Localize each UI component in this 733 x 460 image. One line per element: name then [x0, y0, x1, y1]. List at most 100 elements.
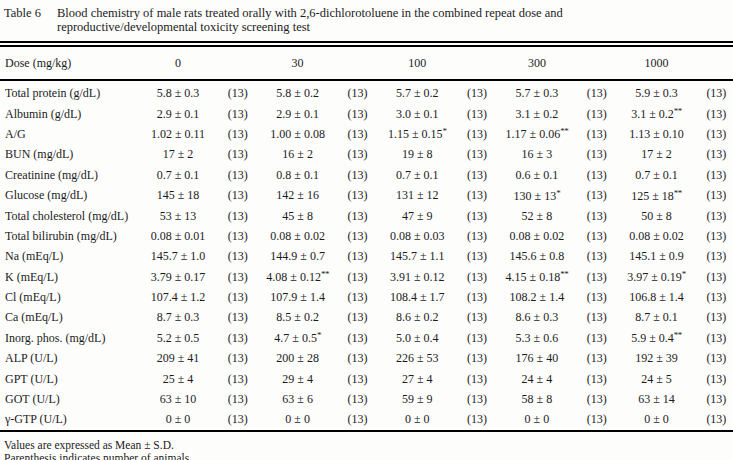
cell-mean-sd: 59 ± 9 [374, 389, 460, 409]
cell-animal-count: (13) [580, 409, 613, 429]
cell-animal-count: (13) [700, 165, 733, 185]
cell-mean-sd: 1.02 ± 0.11 [135, 124, 221, 144]
cell-mean-sd: 47 ± 9 [374, 205, 460, 225]
cell-animal-count: (13) [460, 80, 493, 103]
table-row: Na (mEq/L)145.7 ± 1.0(13)144.9 ± 0.7(13)… [0, 246, 733, 266]
cell-mean-sd: 3.79 ± 0.17 [135, 267, 221, 287]
cell-mean-sd: 5.9 ± 0.4** [613, 328, 699, 348]
cell-animal-count: (13) [341, 205, 374, 225]
cell-animal-count: (13) [700, 226, 733, 246]
cell-animal-count: (13) [580, 144, 613, 164]
row-label: Inorg. phos. (mg/dL) [0, 328, 135, 348]
significance-mark: * [443, 126, 447, 136]
cell-animal-count: (13) [580, 348, 613, 368]
cell-mean-sd: 5.7 ± 0.2 [374, 80, 460, 103]
cell-mean-sd: 8.7 ± 0.3 [135, 307, 221, 327]
cell-animal-count: (13) [221, 124, 254, 144]
cell-mean-sd: 58 ± 8 [494, 389, 580, 409]
cell-animal-count: (13) [460, 124, 493, 144]
cell-animal-count: (13) [700, 389, 733, 409]
cell-animal-count: (13) [341, 185, 374, 205]
cell-animal-count: (13) [580, 287, 613, 307]
caption-line2: reproductive/developmental toxicity scre… [57, 20, 310, 34]
cell-mean-sd: 16 ± 3 [494, 144, 580, 164]
cell-mean-sd: 0.7 ± 0.1 [613, 165, 699, 185]
table-caption: Table 6 Blood chemistry of male rats tre… [0, 6, 733, 34]
cell-animal-count: (13) [221, 80, 254, 103]
row-label: Creatinine (mg/dL) [0, 165, 135, 185]
row-label: Ca (mEq/L) [0, 307, 135, 327]
row-label: BUN (mg/dL) [0, 144, 135, 164]
cell-animal-count: (13) [341, 348, 374, 368]
cell-animal-count: (13) [460, 144, 493, 164]
cell-animal-count: (13) [460, 267, 493, 287]
cell-animal-count: (13) [580, 185, 613, 205]
cell-mean-sd: 3.1 ± 0.2 [494, 103, 580, 123]
cell-animal-count: (13) [221, 409, 254, 429]
cell-mean-sd: 176 ± 40 [494, 348, 580, 368]
cell-animal-count: (13) [341, 389, 374, 409]
cell-mean-sd: 142 ± 16 [254, 185, 340, 205]
cell-mean-sd: 108.2 ± 1.4 [494, 287, 580, 307]
dose-header-spacer [460, 47, 493, 80]
dose-header-value: 300 [494, 47, 580, 80]
cell-mean-sd: 145.7 ± 1.0 [135, 246, 221, 266]
cell-mean-sd: 1.00 ± 0.08 [254, 124, 340, 144]
cell-animal-count: (13) [221, 348, 254, 368]
cell-mean-sd: 25 ± 4 [135, 368, 221, 388]
cell-animal-count: (13) [341, 287, 374, 307]
cell-animal-count: (13) [221, 185, 254, 205]
cell-mean-sd: 52 ± 8 [494, 205, 580, 225]
cell-mean-sd: 63 ± 10 [135, 389, 221, 409]
cell-animal-count: (13) [221, 287, 254, 307]
cell-mean-sd: 145.7 ± 1.1 [374, 246, 460, 266]
cell-mean-sd: 5.0 ± 0.4 [374, 328, 460, 348]
cell-mean-sd: 0 ± 0 [494, 409, 580, 429]
cell-animal-count: (13) [700, 205, 733, 225]
cell-animal-count: (13) [221, 328, 254, 348]
footnote-mean-sd: Values are expressed as Mean ± S.D. [4, 439, 733, 453]
cell-animal-count: (13) [341, 144, 374, 164]
cell-animal-count: (13) [221, 368, 254, 388]
cell-mean-sd: 200 ± 28 [254, 348, 340, 368]
table-row: GOT (U/L)63 ± 10(13)63 ± 6(13)59 ± 9(13)… [0, 389, 733, 409]
paper-table-page: Table 6 Blood chemistry of male rats tre… [0, 0, 733, 460]
cell-animal-count: (13) [580, 165, 613, 185]
row-label: A/G [0, 124, 135, 144]
table-row: Ca (mEq/L)8.7 ± 0.3(13)8.5 ± 0.2(13)8.6 … [0, 307, 733, 327]
cell-animal-count: (13) [460, 307, 493, 327]
cell-animal-count: (13) [580, 124, 613, 144]
cell-mean-sd: 145 ± 18 [135, 185, 221, 205]
table-row: Total cholesterol (mg/dL)53 ± 13(13)45 ±… [0, 205, 733, 225]
cell-mean-sd: 19 ± 8 [374, 144, 460, 164]
cell-animal-count: (13) [341, 409, 374, 429]
cell-mean-sd: 53 ± 13 [135, 205, 221, 225]
cell-mean-sd: 1.15 ± 0.15* [374, 124, 460, 144]
cell-mean-sd: 5.3 ± 0.6 [494, 328, 580, 348]
cell-animal-count: (13) [460, 165, 493, 185]
cell-mean-sd: 0.08 ± 0.02 [613, 226, 699, 246]
significance-mark: ** [674, 106, 682, 116]
footnotes: Values are expressed as Mean ± S.D. Pare… [0, 439, 733, 460]
cell-animal-count: (13) [341, 267, 374, 287]
cell-mean-sd: 5.9 ± 0.3 [613, 80, 699, 103]
table-number: Table 6 [4, 6, 57, 34]
cell-mean-sd: 5.7 ± 0.3 [494, 80, 580, 103]
header-row: Dose (mg/kg)0301003001000 [0, 47, 733, 80]
cell-animal-count: (13) [700, 328, 733, 348]
dose-header-value: 30 [254, 47, 340, 80]
cell-animal-count: (13) [341, 368, 374, 388]
dose-header-spacer [700, 47, 733, 80]
cell-animal-count: (13) [700, 287, 733, 307]
cell-animal-count: (13) [221, 226, 254, 246]
cell-animal-count: (13) [700, 185, 733, 205]
table-row: Glucose (mg/dL)145 ± 18(13)142 ± 16(13)1… [0, 185, 733, 205]
dose-header-label: Dose (mg/kg) [0, 47, 135, 80]
significance-mark: ** [560, 126, 568, 136]
cell-mean-sd: 4.15 ± 0.18** [494, 267, 580, 287]
cell-mean-sd: 0 ± 0 [135, 409, 221, 429]
cell-mean-sd: 8.6 ± 0.2 [374, 307, 460, 327]
cell-animal-count: (13) [700, 348, 733, 368]
cell-mean-sd: 24 ± 4 [494, 368, 580, 388]
cell-animal-count: (13) [221, 246, 254, 266]
